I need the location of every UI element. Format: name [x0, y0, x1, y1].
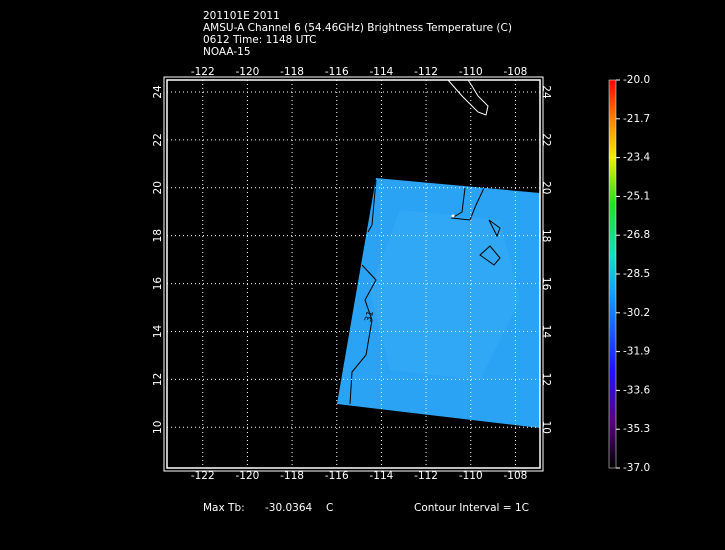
- map-frame-outer: [163, 76, 544, 472]
- contour-interval: Contour Interval = 1C: [414, 502, 529, 514]
- lat-tick-label-right: 10: [540, 421, 552, 434]
- lon-tick-label-bottom: -116: [325, 470, 349, 482]
- lon-tick-label-bottom: -110: [459, 470, 483, 482]
- header-line: 201101E 2011: [203, 10, 280, 22]
- lat-tick-label-right: 20: [540, 181, 552, 194]
- colorbar-tick-label: -21.7: [623, 113, 650, 125]
- lon-tick-label-top: -116: [325, 66, 349, 78]
- lon-tick-label-top: -114: [369, 66, 393, 78]
- lat-tick-label-left: 14: [152, 324, 164, 338]
- header-line: AMSU-A Channel 6 (54.46GHz) Brightness T…: [203, 22, 512, 34]
- contour: [479, 245, 501, 266]
- colorbar-tick-label: -25.1: [623, 190, 650, 202]
- lon-tick-label-bottom: -112: [414, 470, 438, 482]
- lat-tick-label-left: 24: [152, 85, 164, 99]
- lon-tick-label-bottom: -118: [280, 470, 304, 482]
- island: [451, 214, 455, 218]
- lon-tick-label-top: -112: [414, 66, 438, 78]
- lon-tick-label-top: -122: [191, 66, 215, 78]
- colorbar-tick-label: -28.5: [623, 268, 650, 280]
- colorbar-tick-label: -20.0: [623, 74, 650, 86]
- lon-tick-label-top: -110: [459, 66, 483, 78]
- lon-tick-label-bottom: -114: [369, 470, 393, 482]
- lon-tick-label-top: -118: [280, 66, 304, 78]
- lon-tick-label-bottom: -122: [191, 470, 215, 482]
- lat-tick-label-right: 18: [540, 229, 552, 242]
- lat-tick-label-right: 24: [540, 85, 552, 99]
- max-label: Max Tb:: [203, 502, 245, 514]
- colorbar-tick-label: -37.0: [623, 462, 650, 474]
- lon-tick-label-bottom: -120: [235, 470, 259, 482]
- lat-tick-label-right: 16: [540, 277, 552, 291]
- contour-label: 31: [364, 310, 377, 324]
- colorbar-tick-label: -26.8: [623, 229, 650, 241]
- lat-tick-label-left: 18: [152, 229, 164, 242]
- colorbar-tick-label: -30.2: [623, 307, 650, 319]
- max-unit: C: [326, 502, 333, 514]
- lat-tick-label-right: 14: [540, 325, 552, 339]
- colorbar: [608, 79, 617, 469]
- lat-tick-label-right: 22: [540, 133, 552, 146]
- colorbar-tick-label: -35.3: [623, 423, 650, 435]
- colorbar-ticks: -20.0 -21.7 -23.4 -25.1 -26.8 -28.5 -30.2 -31.9…: [616, 74, 650, 474]
- lat-tick-label-left: 10: [152, 421, 164, 434]
- contour: [488, 219, 501, 238]
- header-line: NOAA-15: [203, 46, 251, 58]
- contour: [349, 179, 377, 405]
- max-value: -30.0364: [265, 502, 313, 514]
- lon-tick-label-top: -120: [235, 66, 259, 78]
- lat-tick-label-left: 12: [152, 373, 164, 386]
- lon-tick-label-top: -108: [504, 66, 528, 78]
- lat-tick-label-left: 20: [152, 181, 164, 194]
- lat-tick-label-left: 16: [152, 277, 164, 291]
- header-line: 0612 Time: 1148 UTC: [203, 34, 317, 46]
- grid: -122 -122 -120 -120 -118 -118 -116 -116 -114 -114…: [152, 66, 552, 482]
- lat-tick-label-right: 12: [540, 373, 552, 386]
- lat-tick-label-left: 22: [152, 133, 164, 146]
- lon-tick-label-bottom: -108: [504, 470, 528, 482]
- map-frame: [166, 79, 541, 469]
- coastline: [447, 79, 489, 116]
- header: 201101E 2011 AMSU-A Channel 6 (54.46GHz)…: [203, 10, 512, 58]
- colorbar-tick-label: -33.6: [623, 384, 650, 396]
- contour: [450, 187, 485, 221]
- colorbar-tick-label: -23.4: [623, 152, 650, 164]
- colorbar-tick-label: -31.9: [623, 346, 650, 358]
